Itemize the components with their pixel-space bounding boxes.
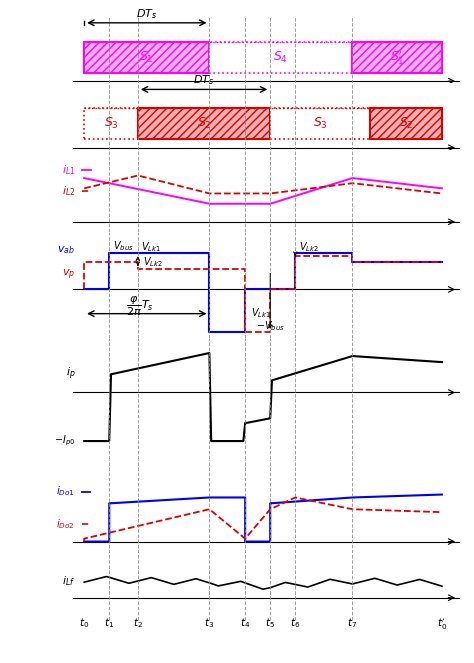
Bar <box>210 42 353 73</box>
Bar <box>84 42 210 73</box>
Text: $i_{Do1}$: $i_{Do1}$ <box>56 485 75 499</box>
Text: $t_4$: $t_4$ <box>240 617 250 630</box>
Text: $i_{Do2}$: $i_{Do2}$ <box>56 517 75 531</box>
Text: $v_p$: $v_p$ <box>62 267 75 282</box>
Text: $S_4$: $S_4$ <box>273 50 288 65</box>
Text: $i_{Lf}$: $i_{Lf}$ <box>62 574 75 587</box>
Text: $t_7$: $t_7$ <box>347 617 357 630</box>
Text: $t_0'$: $t_0'$ <box>437 617 447 632</box>
Text: $-V_{bus}$: $-V_{bus}$ <box>256 319 285 333</box>
Text: $V_{Lk2}$: $V_{Lk2}$ <box>299 240 319 254</box>
Text: $V_{bus}$: $V_{bus}$ <box>113 239 134 253</box>
Text: $DT_s$: $DT_s$ <box>193 74 215 88</box>
Text: $S_3$: $S_3$ <box>104 116 118 131</box>
Text: $S_2$: $S_2$ <box>399 116 413 131</box>
Text: $t_3$: $t_3$ <box>204 617 214 630</box>
Text: $\dfrac{\varphi}{2\pi}T_s$: $\dfrac{\varphi}{2\pi}T_s$ <box>126 294 154 318</box>
Text: $t_1$: $t_1$ <box>104 617 114 630</box>
Text: $S_1$: $S_1$ <box>139 50 154 65</box>
Text: $-I_{p0}$: $-I_{p0}$ <box>54 434 75 448</box>
Text: $DT_s$: $DT_s$ <box>136 7 157 21</box>
Bar <box>270 108 370 139</box>
Text: $t_0$: $t_0$ <box>79 617 89 630</box>
Bar <box>138 108 270 139</box>
Text: $S_1'$: $S_1'$ <box>390 48 404 66</box>
Text: $S_2$: $S_2$ <box>197 116 211 131</box>
Text: $V_{Lk2}$: $V_{Lk2}$ <box>143 256 163 269</box>
Text: $i_p$: $i_p$ <box>65 366 75 383</box>
Text: $t_2$: $t_2$ <box>133 617 143 630</box>
Bar <box>353 42 442 73</box>
Text: $V_{Lk1}$: $V_{Lk1}$ <box>251 307 271 320</box>
Text: $i_{L1}$: $i_{L1}$ <box>62 164 75 177</box>
Text: $t_5$: $t_5$ <box>265 617 275 630</box>
Bar <box>84 108 138 139</box>
Bar <box>370 108 442 139</box>
Text: $V_{Lk1}$: $V_{Lk1}$ <box>141 240 162 254</box>
Text: $S_3$: $S_3$ <box>313 116 328 131</box>
Text: $t_6$: $t_6$ <box>290 617 301 630</box>
Text: $v_{ab}$: $v_{ab}$ <box>57 244 75 256</box>
Text: $i_{L2}$: $i_{L2}$ <box>62 184 75 198</box>
